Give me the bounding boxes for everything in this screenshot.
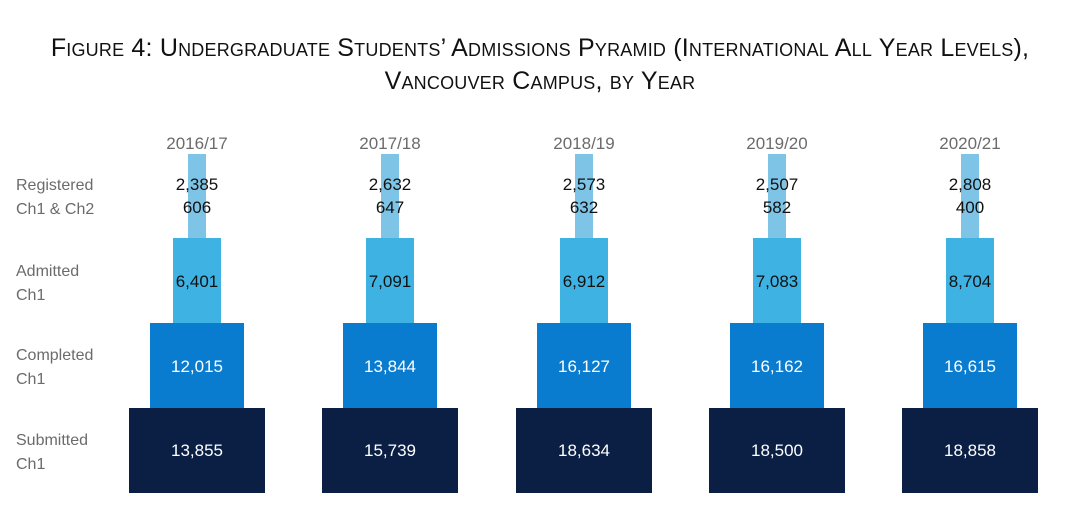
row-label-1-line-1: Registered [16, 177, 93, 194]
value-label-submitted: 18,858 [944, 441, 996, 460]
value-label-admitted: 6,912 [563, 272, 606, 291]
chart-title-line-1: Figure 4: Undergraduate Students’ Admiss… [50, 34, 1030, 62]
chart-title-line-2: Vancouver Campus, by Year [384, 67, 696, 95]
pyramid-bar-submitted [709, 408, 845, 493]
pyramid-bar-admitted [946, 238, 994, 323]
value-label-completed: 16,615 [944, 357, 996, 376]
pyramid-bar-completed [537, 323, 631, 408]
value-label-completed: 16,127 [558, 357, 610, 376]
value-label-completed: 13,844 [364, 357, 416, 376]
value-label-submitted: 18,500 [751, 441, 803, 460]
chart-title: Figure 4: Undergraduate Students’ Admiss… [0, 32, 1080, 98]
row-label-2-line-2: Ch1 [16, 287, 45, 304]
value-label-registered-ch1: 2,808 [949, 175, 992, 194]
value-label-registered-ch2: 400 [956, 198, 984, 217]
pyramid-bar-completed [923, 323, 1017, 408]
row-label-3-line-1: Completed [16, 347, 93, 364]
value-label-admitted: 6,401 [176, 272, 219, 291]
year-label: 2019/20 [746, 134, 807, 153]
value-label-completed: 12,015 [171, 357, 223, 376]
row-label-4-line-1: Submitted [16, 432, 88, 449]
value-label-registered-ch1: 2,385 [176, 175, 219, 194]
pyramid-bar-completed [343, 323, 437, 408]
value-label-completed: 16,162 [751, 357, 803, 376]
value-label-admitted: 7,083 [756, 272, 799, 291]
pyramid-bar-submitted [516, 408, 652, 493]
pyramid-bar-submitted [902, 408, 1038, 493]
value-label-submitted: 15,739 [364, 441, 416, 460]
year-label: 2016/17 [166, 134, 227, 153]
value-label-registered-ch2: 632 [570, 198, 598, 217]
pyramid-bar-admitted [366, 238, 414, 323]
pyramid-bar-admitted [173, 238, 221, 323]
pyramid-bar-submitted [322, 408, 458, 493]
pyramid-bar-registered [575, 154, 593, 238]
row-label-2-line-1: Admitted [16, 263, 79, 280]
year-label: 2017/18 [359, 134, 420, 153]
pyramid-bar-completed [730, 323, 824, 408]
year-label: 2018/19 [553, 134, 614, 153]
year-label: 2020/21 [939, 134, 1000, 153]
value-label-submitted: 18,634 [558, 441, 610, 460]
value-label-registered-ch1: 2,632 [369, 175, 412, 194]
row-label-3-line-2: Ch1 [16, 371, 45, 388]
pyramid-bar-registered [768, 154, 786, 238]
pyramid-bar-registered [188, 154, 206, 238]
pyramid-bar-admitted [753, 238, 801, 323]
value-label-registered-ch2: 582 [763, 198, 791, 217]
value-label-registered-ch2: 606 [183, 198, 211, 217]
row-label-4-line-2: Ch1 [16, 456, 45, 473]
pyramid-bar-registered [961, 154, 979, 238]
row-label-1-line-2: Ch1 & Ch2 [16, 201, 94, 218]
value-label-submitted: 13,855 [171, 441, 223, 460]
value-label-admitted: 7,091 [369, 272, 412, 291]
pyramid-bar-submitted [129, 408, 265, 493]
value-label-registered-ch1: 2,507 [756, 175, 799, 194]
value-label-admitted: 8,704 [949, 272, 992, 291]
pyramid-bar-admitted [560, 238, 608, 323]
pyramid-bar-completed [150, 323, 244, 408]
value-label-registered-ch2: 647 [376, 198, 404, 217]
value-label-registered-ch1: 2,573 [563, 175, 606, 194]
pyramid-bar-registered [381, 154, 399, 238]
